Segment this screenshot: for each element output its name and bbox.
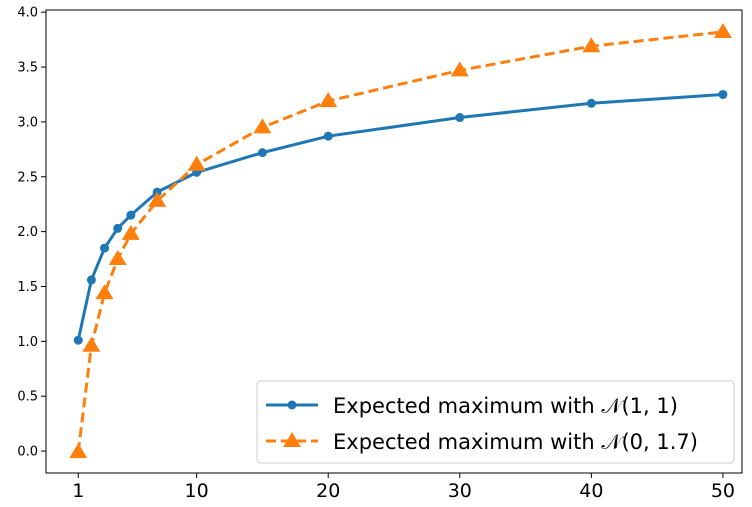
y-tick-label: 0.5 <box>17 390 38 405</box>
x-tick-label: 10 <box>185 480 209 502</box>
y-tick-label: 3.0 <box>17 115 38 130</box>
y-tick-label: 1.5 <box>17 280 38 295</box>
series-1 <box>69 22 732 459</box>
legend: Expected maximum with 𝒩(1, 1) Expected m… <box>256 380 735 464</box>
data-point <box>323 131 333 141</box>
data-point <box>86 275 96 285</box>
data-point <box>108 250 127 266</box>
data-point <box>455 113 465 123</box>
series-layer <box>69 22 732 459</box>
data-point <box>319 92 338 108</box>
series-0 <box>73 89 728 345</box>
data-point <box>82 336 101 352</box>
data-point <box>586 98 596 108</box>
legend-label: Expected maximum with 𝒩(1, 1) <box>333 394 678 418</box>
data-point <box>69 443 88 459</box>
x-tick-label: 40 <box>579 480 603 502</box>
data-point <box>253 118 272 134</box>
data-point <box>113 223 123 233</box>
y-tick-label: 2.5 <box>17 170 38 185</box>
y-tick-label: 4.0 <box>17 6 38 21</box>
data-point <box>100 243 110 253</box>
data-point <box>582 37 601 53</box>
data-point <box>713 22 732 38</box>
data-point <box>148 191 167 207</box>
series-line <box>76 92 724 341</box>
y-axis: 0.0 0.5 1.0 1.5 2.0 2.5 3.0 3.5 4.0 <box>17 6 46 460</box>
x-tick-label: 30 <box>448 480 472 502</box>
data-point <box>187 155 206 171</box>
x-tick-label: 50 <box>711 480 735 502</box>
data-point <box>73 335 83 345</box>
x-tick-label: 20 <box>316 480 340 502</box>
x-axis: 1 10 20 30 40 50 <box>72 473 735 502</box>
legend-label: Expected maximum with 𝒩(0, 1.7) <box>333 430 698 454</box>
legend-entry: Expected maximum with 𝒩(0, 1.7) <box>266 430 698 454</box>
x-tick-label: 1 <box>72 480 84 502</box>
legend-box <box>256 380 735 464</box>
legend-entry: Expected maximum with 𝒩(1, 1) <box>266 394 678 418</box>
y-tick-label: 1.0 <box>17 335 38 350</box>
data-point <box>718 89 728 99</box>
data-point <box>450 61 469 77</box>
data-point <box>95 284 114 300</box>
data-point <box>126 210 136 220</box>
data-point <box>257 148 267 158</box>
y-tick-label: 0.0 <box>17 445 38 460</box>
data-point <box>121 224 140 240</box>
plot-frame <box>45 9 743 474</box>
series-line <box>76 30 724 453</box>
y-tick-label: 2.0 <box>17 225 38 240</box>
y-tick-label: 3.5 <box>17 61 38 76</box>
